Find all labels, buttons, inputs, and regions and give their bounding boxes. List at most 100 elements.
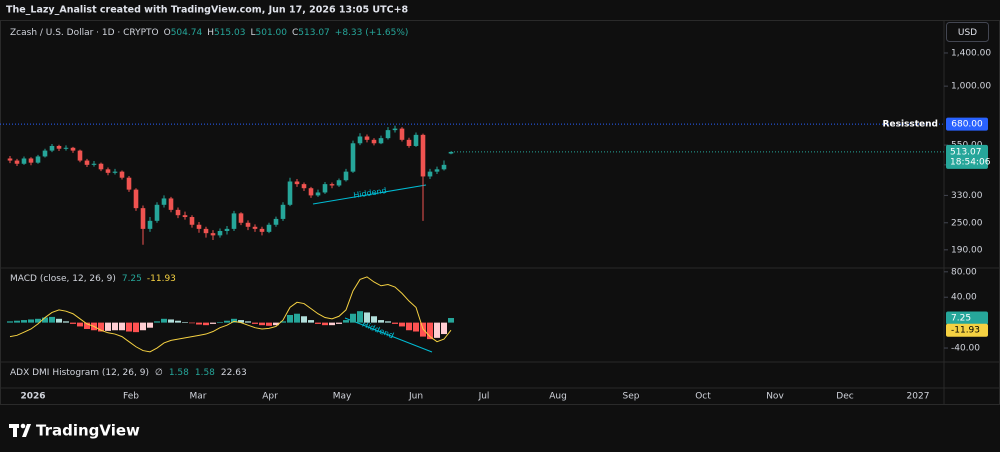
histogram-bar (280, 321, 286, 323)
candle-body (308, 188, 314, 196)
histogram-bar (14, 320, 20, 323)
candle-body (14, 160, 20, 164)
legend-item: 501.00 (256, 28, 288, 38)
histogram-bar (378, 320, 384, 323)
histogram-bar (245, 321, 251, 323)
histogram-bar (154, 321, 160, 323)
candle-body (280, 204, 286, 219)
histogram-bar (84, 322, 90, 329)
candle-body (49, 145, 55, 151)
histogram-bar (238, 320, 244, 323)
histogram-bar (315, 322, 321, 324)
candle-body (238, 213, 244, 223)
countdown: 18:54:06 (950, 157, 991, 167)
histogram-bar (189, 322, 195, 324)
histogram-bar (210, 322, 216, 324)
histogram-bar (434, 322, 440, 338)
histogram-bar (70, 322, 76, 324)
candle-body (154, 204, 160, 221)
legend-item: +8.33 (+1.65%) (335, 28, 409, 38)
legend: ADX DMI Histogram (12, 26, 9) ∅ 1.58 1.58 22… (10, 368, 247, 378)
legend-item: H (207, 28, 214, 38)
histogram-bar (175, 320, 181, 323)
histogram-bar (49, 316, 55, 323)
x-tick-label: Aug (549, 392, 567, 402)
candle-body (336, 180, 342, 186)
currency-button[interactable] (946, 22, 989, 42)
histogram-bar (329, 322, 335, 326)
candle-body (35, 156, 41, 163)
histogram-bar (371, 316, 377, 323)
legend-item: 515.03 (214, 28, 246, 38)
candle-body (7, 158, 13, 161)
resistance-label: 680.00 (951, 120, 983, 130)
histogram-bar (301, 316, 307, 323)
histogram-bar (441, 322, 447, 335)
histogram-bar (112, 322, 118, 331)
histogram-bar (126, 322, 132, 332)
histogram-bar (196, 322, 202, 325)
histogram-bar (21, 320, 27, 323)
histogram-bar (28, 319, 34, 323)
line-last-label: -11.93 (951, 326, 980, 336)
legend-item: -11.93 (147, 274, 176, 284)
brand-logo (9, 423, 31, 437)
histogram-bar (63, 321, 69, 323)
legend-item: MACD (close, 12, 26, 9) (10, 274, 116, 284)
trendline (312, 184, 427, 205)
candle-body (385, 130, 391, 139)
candle-body (322, 184, 328, 193)
candle-body (357, 136, 363, 144)
histogram-bar (413, 322, 419, 332)
y-tick-label: 190.00 (951, 245, 983, 255)
x-tick-label: Jun (408, 392, 423, 402)
histogram-bar (168, 319, 174, 323)
macd-line (9, 276, 452, 353)
x-tick-label: Dec (836, 392, 853, 402)
candle-body (189, 217, 195, 225)
histogram-bar (147, 322, 153, 328)
candle-body (182, 215, 188, 218)
x-tick-label: Mar (190, 392, 207, 402)
histogram-bar (105, 322, 111, 331)
candle-body (350, 143, 356, 172)
candle-body (196, 224, 202, 229)
x-tick-label: Nov (766, 392, 784, 402)
histogram-bar (98, 322, 104, 332)
histogram-bar (399, 322, 405, 327)
histogram-bar (77, 322, 83, 327)
histogram-bar (182, 321, 188, 323)
candle-body (252, 226, 258, 229)
histogram-bar (266, 322, 272, 326)
header: The_Lazy_Analist created with TradingVie… (6, 5, 409, 16)
histogram-bar (35, 318, 41, 323)
candle-body (133, 189, 139, 209)
histogram-last-label: 7.25 (951, 314, 971, 324)
candle-body (217, 230, 223, 236)
histogram-bar (343, 320, 349, 323)
currency-label[interactable]: USD (958, 28, 977, 38)
legend-item: 504.74 (171, 28, 203, 38)
candle-body (273, 218, 279, 225)
resistance-name: Resisstend (883, 120, 938, 130)
legend-item: C (292, 28, 298, 38)
candle-body (315, 192, 321, 196)
candle-body (210, 233, 216, 236)
candle-body (224, 228, 230, 231)
candle-body (21, 158, 27, 164)
histogram-bar (336, 322, 342, 324)
histogram-last-box (946, 311, 988, 325)
histogram-bar (252, 322, 258, 324)
histogram-bar (224, 320, 230, 323)
candle-body (266, 224, 272, 232)
candle-body (112, 171, 118, 173)
candle-body (28, 158, 34, 163)
histogram-bar (133, 322, 139, 333)
legend-item: 1.58 (195, 368, 215, 378)
candle-body (147, 220, 153, 229)
y-tick-label: 330.00 (951, 191, 983, 201)
histogram-bar (308, 320, 314, 323)
last-price-box (946, 144, 988, 169)
legend-item: O (164, 28, 171, 38)
